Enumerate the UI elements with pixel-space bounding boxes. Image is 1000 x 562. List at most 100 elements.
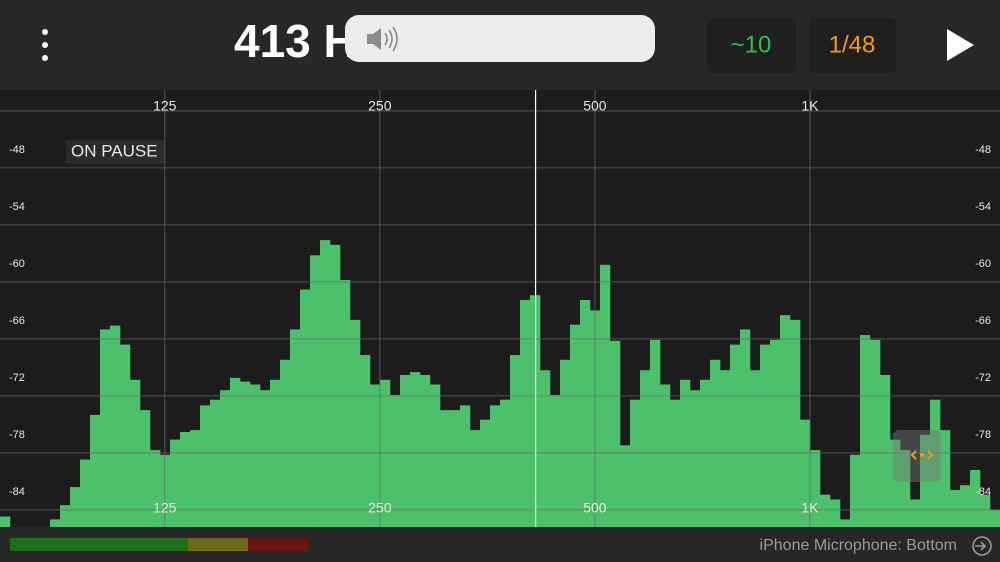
- bar: [690, 390, 701, 527]
- bar: [0, 516, 11, 527]
- bar: [560, 359, 571, 527]
- bar: [620, 445, 631, 527]
- bar: [190, 430, 201, 527]
- input-icon-arrow: [975, 541, 987, 551]
- bar: [760, 344, 771, 527]
- bar: [350, 319, 361, 527]
- play-button[interactable]: [947, 29, 974, 61]
- bar: [880, 375, 891, 527]
- bar: [250, 384, 261, 527]
- y-tick-label: -78: [975, 429, 991, 441]
- y-tick-label: -78: [9, 429, 25, 441]
- averaging-button[interactable]: [707, 18, 796, 73]
- bar: [920, 434, 931, 527]
- y-tick-label: -48: [975, 144, 991, 156]
- input-icon[interactable]: [972, 536, 992, 556]
- bar: [990, 509, 1000, 527]
- bar: [410, 372, 421, 527]
- bar: [180, 432, 191, 527]
- bar: [400, 375, 411, 527]
- bar: [90, 414, 101, 527]
- volume-hud: [345, 15, 655, 62]
- bar: [610, 340, 621, 527]
- input-icon-ring: [972, 536, 992, 556]
- bar: [110, 325, 121, 527]
- y-tick-label: -66: [975, 315, 991, 327]
- level-meter-green: [10, 538, 188, 551]
- bar: [330, 244, 341, 527]
- bar: [750, 370, 761, 527]
- bar: [540, 370, 551, 527]
- y-tick-label: -60: [975, 258, 991, 270]
- x-tick-label: 250: [368, 98, 392, 114]
- bar: [650, 339, 661, 527]
- bar: [670, 399, 681, 527]
- y-tick-label: -60: [9, 258, 25, 270]
- bar: [520, 299, 531, 527]
- bar: [170, 439, 181, 527]
- bar: [790, 319, 801, 527]
- bar: [420, 375, 431, 527]
- status-badge: [66, 140, 164, 164]
- bar: [580, 299, 591, 527]
- bar: [500, 399, 511, 527]
- resolution-label: 1/48: [829, 31, 876, 58]
- bar: [290, 329, 301, 527]
- bar: [980, 494, 991, 527]
- bar: [60, 505, 71, 527]
- bar: [70, 487, 81, 527]
- menu-dot: [42, 42, 48, 48]
- y-tick-label: -72: [9, 372, 25, 384]
- x-tick-label: 500: [583, 500, 607, 516]
- averaging-label: ~10: [731, 31, 772, 58]
- bar: [280, 359, 291, 527]
- selection-handle[interactable]: [893, 430, 941, 482]
- bar: [740, 329, 751, 527]
- bar: [310, 255, 321, 528]
- bar: [430, 384, 441, 527]
- x-tick-label: 500: [583, 98, 607, 114]
- bar: [360, 355, 371, 527]
- handle-box: [893, 430, 941, 482]
- x-tick-label: 1K: [801, 98, 819, 114]
- bar: [440, 410, 451, 527]
- bar: [800, 419, 811, 527]
- bar: [950, 489, 961, 527]
- x-tick-label: 250: [368, 500, 392, 516]
- bar: [710, 359, 721, 527]
- bar: [630, 399, 641, 527]
- bar: [120, 344, 131, 527]
- y-tick-label: -72: [975, 372, 991, 384]
- bar: [320, 240, 331, 527]
- bar: [910, 499, 921, 527]
- y-tick-label: -84: [9, 486, 25, 498]
- bar: [970, 470, 981, 527]
- bar: [480, 419, 491, 527]
- resolution-button[interactable]: [809, 18, 896, 73]
- bar: [50, 519, 61, 527]
- menu-dot: [42, 55, 48, 61]
- menu-button[interactable]: [42, 29, 48, 61]
- handle-arrows: [910, 450, 934, 460]
- menu-dot: [42, 29, 48, 35]
- y-tick-label: -54: [975, 201, 991, 213]
- bar: [820, 494, 831, 527]
- bar: [470, 430, 481, 527]
- bar: [780, 315, 791, 527]
- bar: [390, 394, 401, 527]
- spectrum: -48 -48 -54 -54 -60 -60 -66 -66 -72 -72 -78 -78 -84 -…: [0, 90, 1000, 528]
- bar: [300, 289, 311, 527]
- bar: [890, 439, 901, 527]
- bar: [810, 450, 821, 527]
- bar: [940, 430, 951, 527]
- bar: [140, 410, 151, 527]
- bar: [850, 454, 861, 527]
- bar: [100, 329, 111, 527]
- bar: [460, 405, 471, 527]
- input-source: iPhone Microphone: Bottom: [760, 537, 957, 554]
- bar: [570, 324, 581, 527]
- y-tick-label: -48: [9, 144, 25, 156]
- bar: [210, 399, 221, 527]
